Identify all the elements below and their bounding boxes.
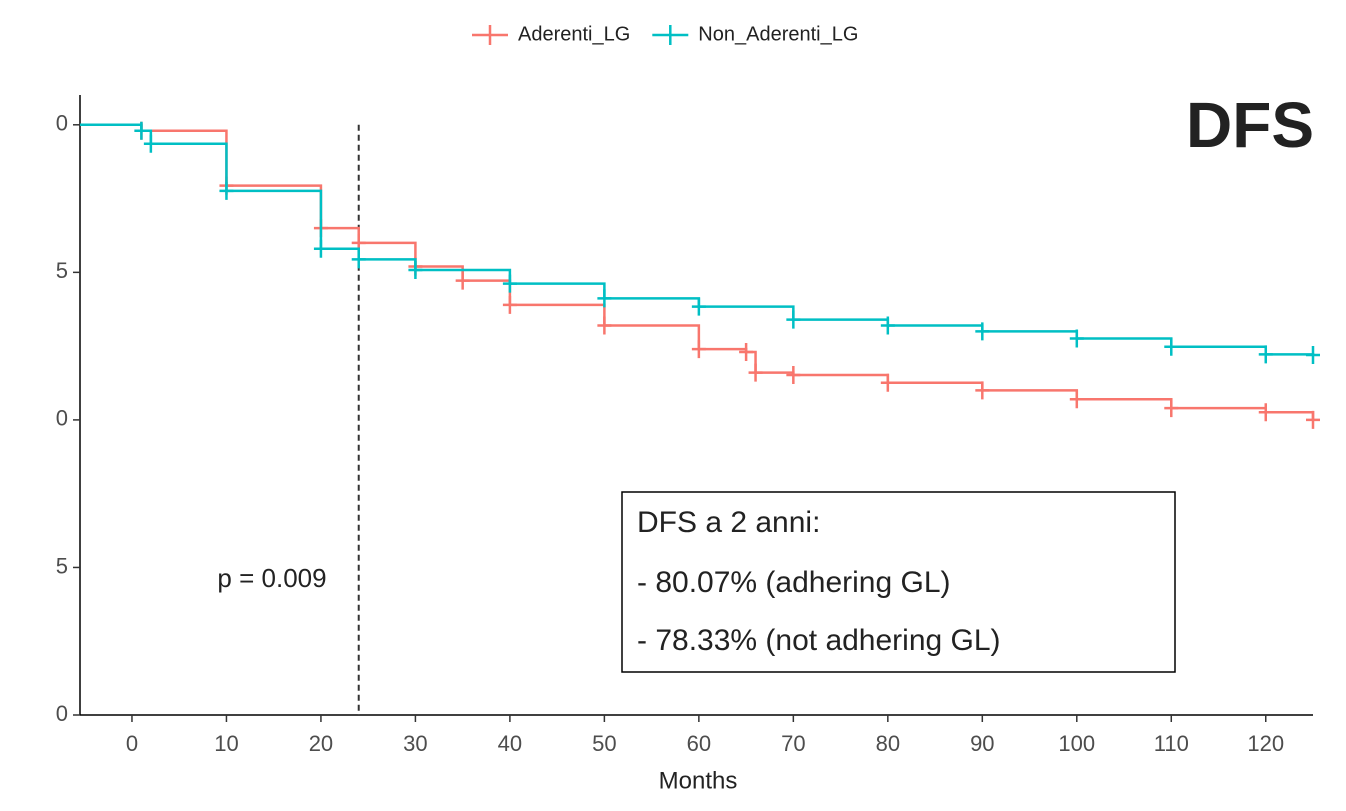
censor-mark [219,181,234,200]
censor-mark [748,363,763,382]
survival-curve [80,123,1315,356]
censor-mark [1069,390,1084,409]
censor-mark [351,250,366,269]
censor-mark [786,310,801,329]
x-tick-label: 10 [214,731,238,756]
censor-mark [408,260,423,279]
note-box [621,491,1176,673]
x-tick-label: 100 [1058,731,1095,756]
y-tick-label: 5 [56,553,68,578]
y-tick-label: 0 [56,111,68,136]
censor-mark [1306,345,1320,364]
censor-mark [502,274,517,293]
censor-mark [1069,329,1084,348]
censor-mark [597,289,612,308]
censor-mark [143,134,158,153]
censor-mark [313,239,328,258]
x-tick-label: 60 [687,731,711,756]
censor-mark [739,343,754,362]
legend-label: Aderenti_LG [518,23,630,45]
censor-mark [691,297,706,316]
y-tick-label: 0 [56,406,68,431]
censor-mark [1164,337,1179,356]
x-tick-label: 0 [126,731,138,756]
censor-mark [1258,403,1273,422]
censor-mark [975,381,990,400]
x-tick-label: 120 [1247,731,1284,756]
x-axis-label: Months [659,767,738,794]
note-line: - 78.33% (not adhering GL) [637,624,1001,657]
censor-mark [880,373,895,392]
censor-mark [880,316,895,335]
censor-mark [134,121,149,140]
y-tick-label: 0 [56,701,68,726]
censor-mark [502,295,517,314]
censor-mark [975,322,990,341]
note-line: - 80.07% (adhering GL) [637,566,951,599]
censor-mark [1258,345,1273,364]
censor-mark [597,316,612,335]
censor-mark [455,271,470,290]
x-tick-label: 70 [781,731,805,756]
x-tick-label: 40 [498,731,522,756]
x-tick-label: 30 [403,731,427,756]
censor-mark [1306,410,1320,429]
x-tick-label: 50 [592,731,616,756]
censor-mark [786,366,801,385]
x-tick-label: 110 [1154,731,1189,756]
x-tick-label: 90 [970,731,994,756]
censor-mark [1164,399,1179,418]
legend-label: Non_Aderenti_LG [698,23,858,45]
survival-curve [80,123,1315,420]
p-value: p = 0.009 [217,563,326,593]
x-tick-label: 80 [876,731,900,756]
censor-mark [691,340,706,359]
legend-key [472,25,508,45]
legend-key [652,25,689,45]
y-tick-label: 5 [56,258,68,283]
x-tick-label: 20 [309,731,333,756]
note-line: DFS a 2 anni: [637,506,820,539]
chart-title: DFS [1186,89,1314,161]
